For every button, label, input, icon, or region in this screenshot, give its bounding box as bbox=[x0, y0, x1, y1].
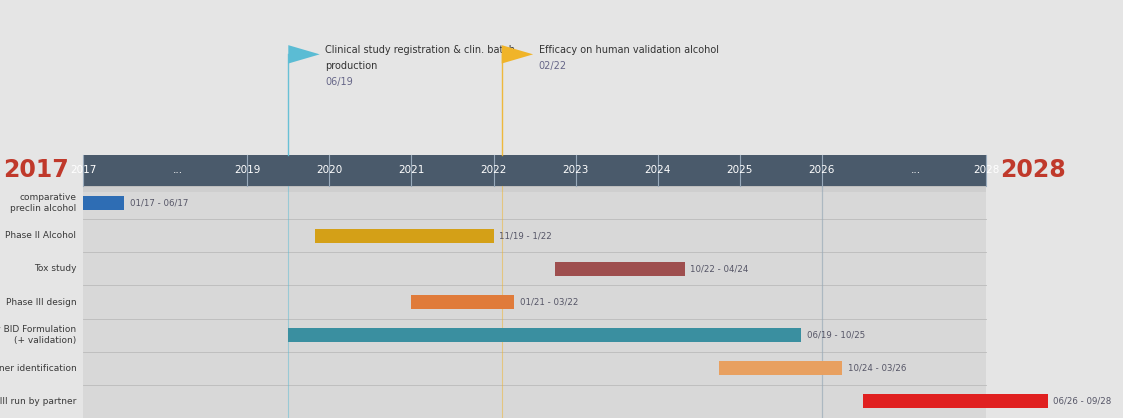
Text: 2026: 2026 bbox=[809, 166, 836, 175]
Text: 2021: 2021 bbox=[399, 166, 424, 175]
Text: Phase II Alcohol: Phase II Alcohol bbox=[6, 231, 76, 240]
Text: 2020: 2020 bbox=[317, 166, 343, 175]
Text: 02/22: 02/22 bbox=[539, 61, 567, 71]
Bar bbox=[83, 186, 986, 192]
Polygon shape bbox=[289, 45, 320, 64]
Text: Efficacy on human validation alcohol: Efficacy on human validation alcohol bbox=[539, 45, 719, 55]
Bar bbox=[862, 395, 1048, 408]
Bar bbox=[83, 186, 986, 418]
Text: Clinical study registration & clin. batch: Clinical study registration & clin. batc… bbox=[326, 45, 515, 55]
Text: Phase III design: Phase III design bbox=[6, 298, 76, 306]
Bar bbox=[555, 262, 685, 276]
Text: 01/21 - 03/22: 01/21 - 03/22 bbox=[520, 298, 578, 306]
Text: 10/22 - 04/24: 10/22 - 04/24 bbox=[691, 264, 749, 273]
Text: Partner identification: Partner identification bbox=[0, 364, 76, 373]
Text: Tox study: Tox study bbox=[34, 264, 76, 273]
Bar bbox=[411, 295, 514, 309]
Text: 2025: 2025 bbox=[727, 166, 752, 175]
Bar bbox=[316, 229, 493, 243]
Text: 2023: 2023 bbox=[563, 166, 588, 175]
Text: 2022: 2022 bbox=[481, 166, 506, 175]
Text: 06/26 - 09/28: 06/26 - 09/28 bbox=[1053, 397, 1112, 406]
Text: New BID Formulation
(+ validation): New BID Formulation (+ validation) bbox=[0, 325, 76, 345]
Text: 2028: 2028 bbox=[973, 166, 999, 175]
Text: comparative
preclin alcohol: comparative preclin alcohol bbox=[10, 193, 76, 213]
Bar bbox=[289, 328, 802, 342]
Text: 2028: 2028 bbox=[1001, 158, 1066, 182]
Bar bbox=[83, 196, 125, 209]
Text: 2024: 2024 bbox=[645, 166, 670, 175]
Text: ...: ... bbox=[911, 166, 921, 175]
Text: 2019: 2019 bbox=[234, 166, 261, 175]
Text: 06/19 - 10/25: 06/19 - 10/25 bbox=[807, 331, 865, 340]
Text: production: production bbox=[326, 61, 377, 71]
Text: ...: ... bbox=[173, 166, 183, 175]
Text: Phase III run by partner: Phase III run by partner bbox=[0, 397, 76, 406]
Bar bbox=[719, 361, 842, 375]
Text: 10/24 - 03/26: 10/24 - 03/26 bbox=[848, 364, 906, 373]
Text: 2017: 2017 bbox=[70, 166, 97, 175]
Text: 11/19 - 1/22: 11/19 - 1/22 bbox=[499, 231, 551, 240]
Polygon shape bbox=[502, 45, 533, 64]
Bar bbox=[83, 155, 986, 186]
Text: 06/19: 06/19 bbox=[326, 76, 353, 87]
Text: 01/17 - 06/17: 01/17 - 06/17 bbox=[130, 198, 189, 207]
Text: 2017: 2017 bbox=[3, 158, 69, 182]
